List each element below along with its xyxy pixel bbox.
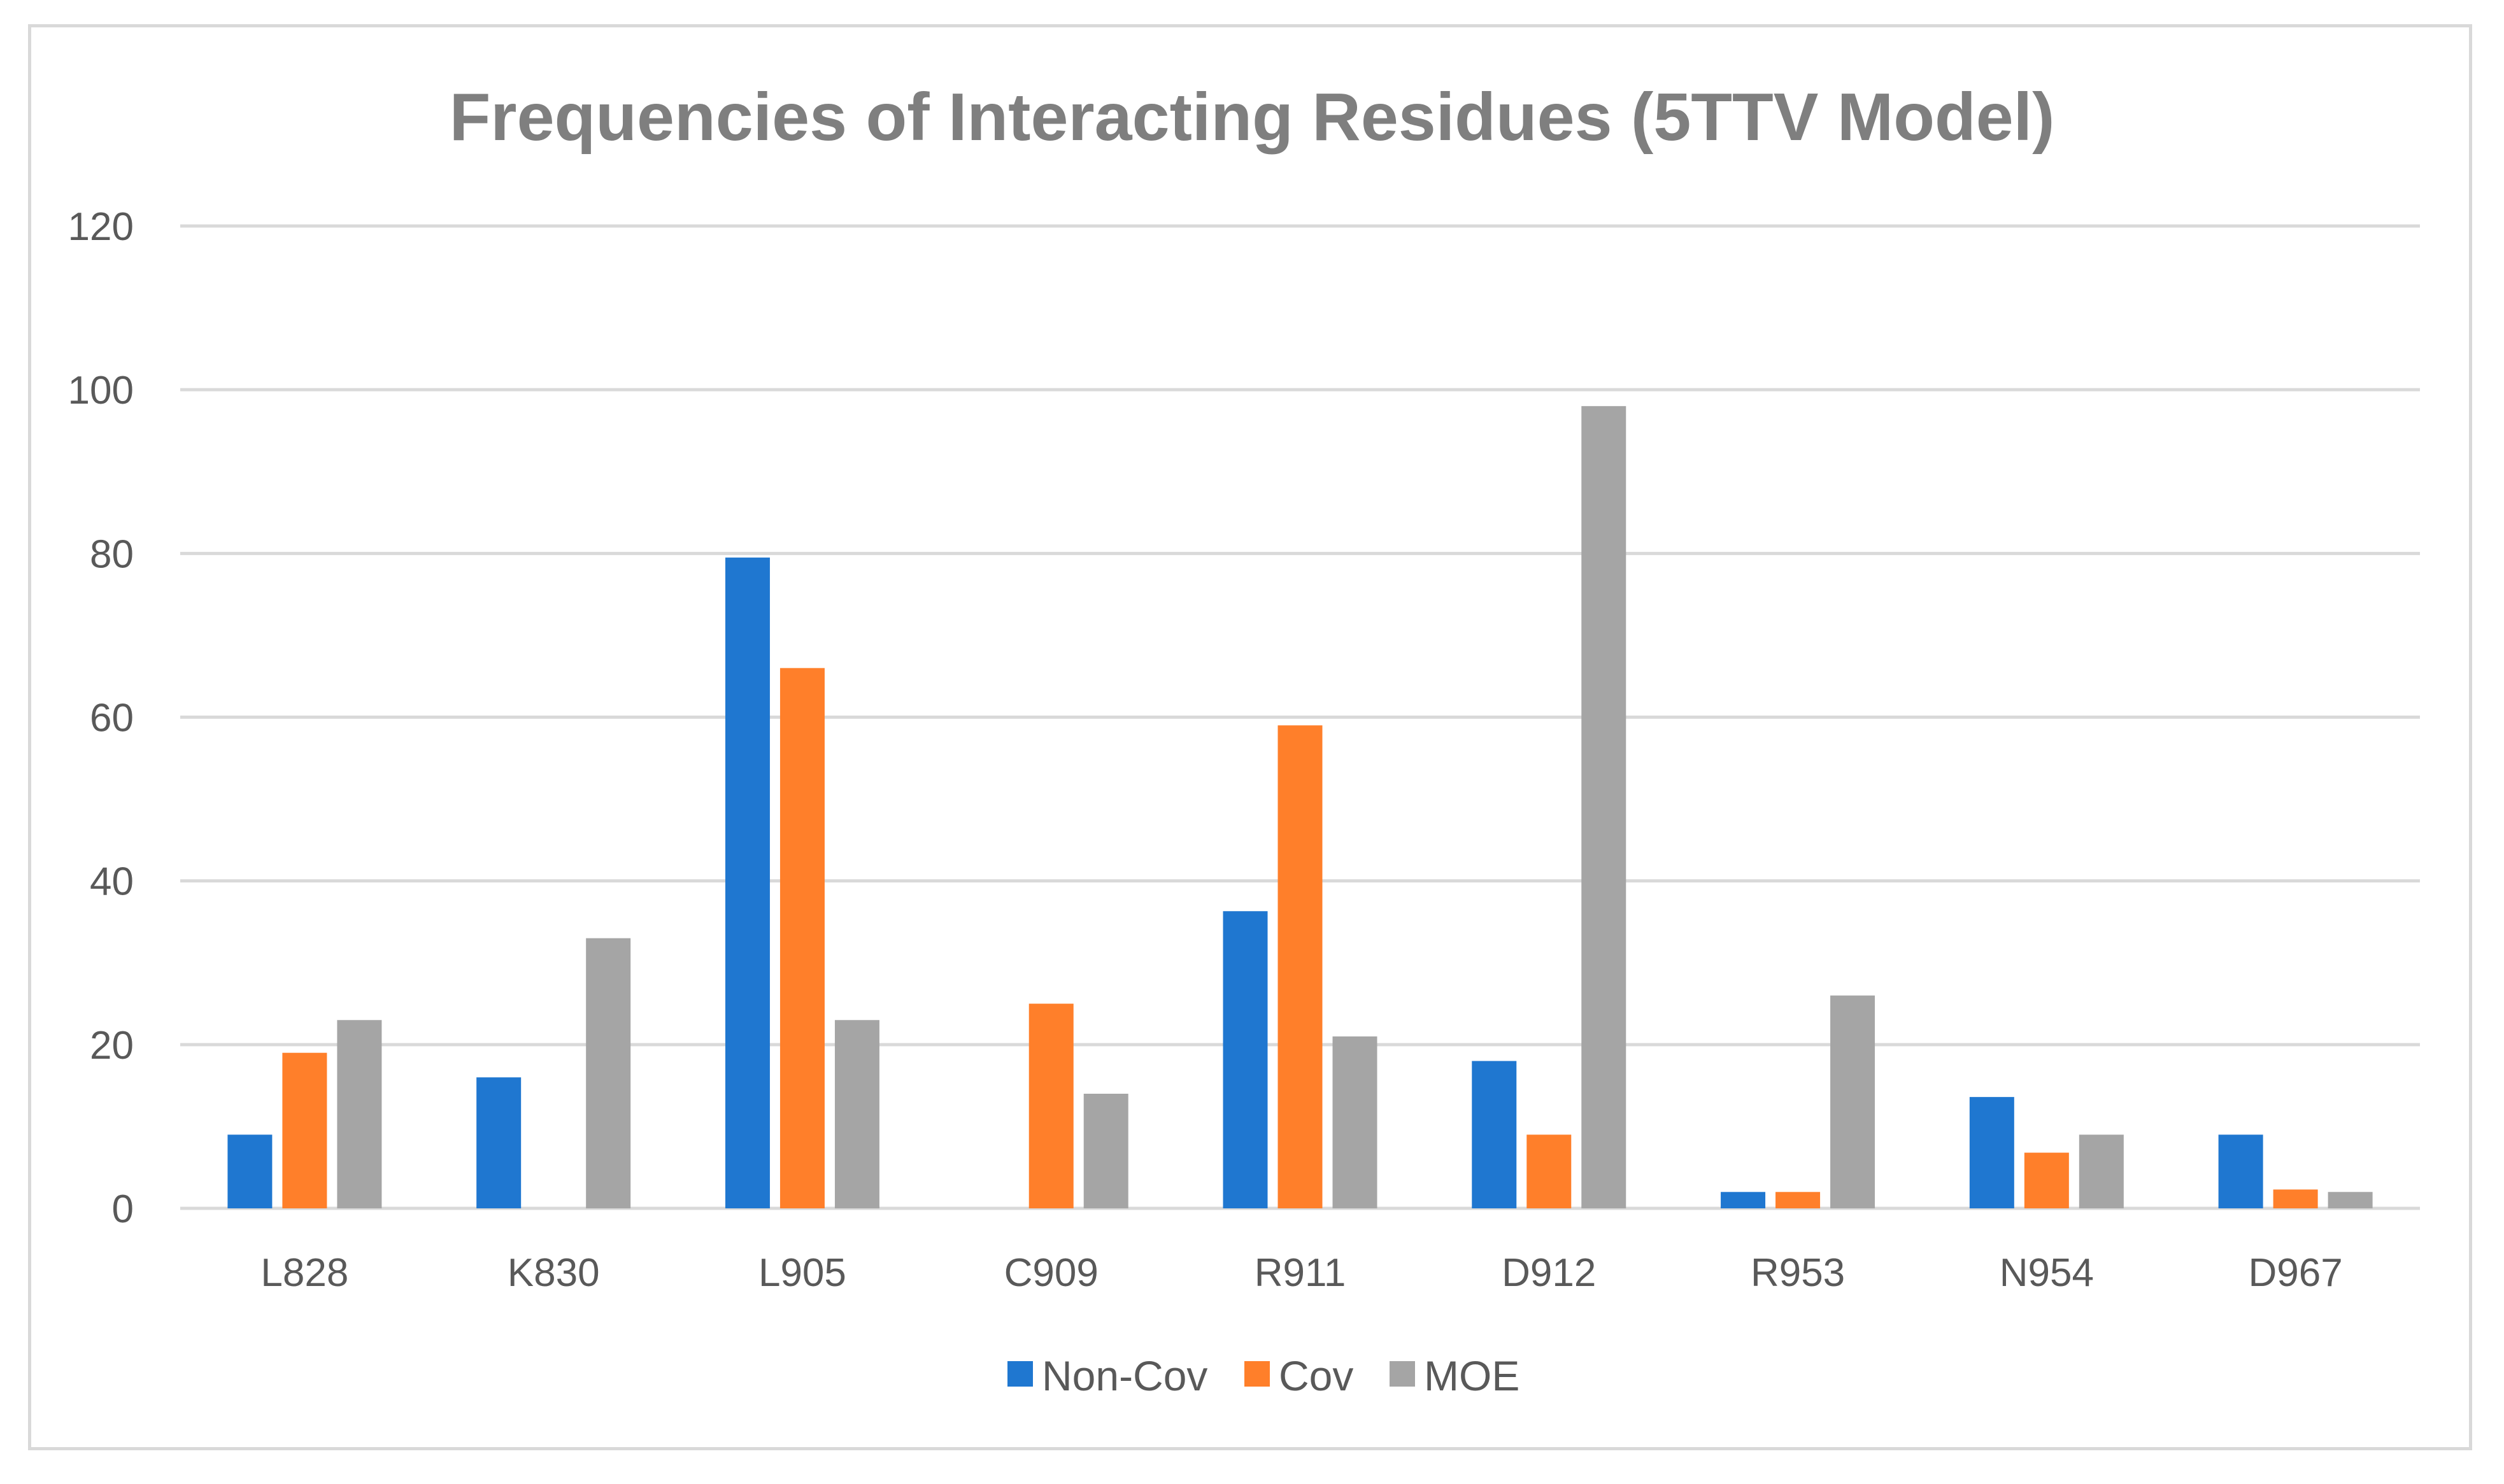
bar-c909-moe [1083,1093,1128,1208]
legend-label-cov: Cov [1279,1352,1353,1399]
y-tick-label: 100 [68,369,134,413]
bar-d912-moe [1581,406,1626,1209]
x-tick-label: D967 [2249,1251,2343,1295]
chart-title: Frequencies of Interacting Residues (5TT… [450,80,2055,155]
x-tick-label: L828 [260,1251,348,1295]
bar-r911-moe [1332,1036,1377,1208]
bar-k830-non-cov [476,1077,522,1208]
bar-r953-moe [1830,995,1875,1208]
bar-d967-moe [2328,1192,2373,1208]
bar-r953-cov [1775,1192,1821,1208]
bar-l828-non-cov [227,1134,273,1208]
legend-swatch-moe [1390,1361,1415,1387]
y-tick-label: 40 [90,860,134,904]
chart-frame [28,24,2472,1450]
bar-k830-moe [586,938,631,1208]
x-tick-label: R953 [1751,1251,1845,1295]
legend-label-non-cov: Non-Cov [1042,1352,1207,1399]
y-axis-ticks: 0 20 40 60 80 100 120 [68,205,134,1231]
bar-d967-non-cov [2218,1134,2263,1208]
legend-label-moe: MOE [1424,1352,1519,1399]
bar-c909-cov [1028,1003,1074,1208]
x-tick-label: D912 [1502,1251,1596,1295]
bars [227,406,2373,1209]
bar-d912-non-cov [1472,1061,1517,1208]
bar-l905-cov [779,668,825,1208]
bar-d967-cov [2273,1189,2318,1208]
bar-n954-non-cov [1969,1097,2014,1208]
x-tick-label: C909 [1004,1251,1099,1295]
bar-d912-cov [1526,1134,1572,1208]
y-tick-label: 60 [90,696,134,740]
x-tick-label: N954 [2000,1251,2094,1295]
legend-swatch-cov [1244,1361,1270,1387]
x-tick-label: K830 [508,1251,600,1295]
bar-r911-cov [1277,725,1323,1208]
bar-n954-cov [2024,1152,2069,1208]
legend-swatch-non-cov [1007,1361,1033,1387]
bar-n954-moe [2079,1134,2124,1208]
x-axis-ticks: L828 K830 L905 C909 R911 D912 R953 N954 D967 [260,1251,2342,1295]
y-tick-label: 80 [90,532,134,576]
bar-l828-cov [282,1052,327,1208]
bar-r911-non-cov [1223,911,1268,1208]
x-tick-label: R911 [1255,1251,1346,1295]
y-tick-label: 120 [68,205,134,249]
legend: Non-Cov Cov MOE [1007,1352,1519,1399]
bar-l905-non-cov [725,557,770,1208]
bar-l828-moe [337,1020,382,1208]
bar-l905-moe [834,1020,879,1208]
y-tick-label: 0 [112,1187,134,1231]
y-tick-label: 20 [90,1024,134,1068]
x-tick-label: L905 [758,1251,846,1295]
bar-r953-non-cov [1721,1192,1766,1208]
